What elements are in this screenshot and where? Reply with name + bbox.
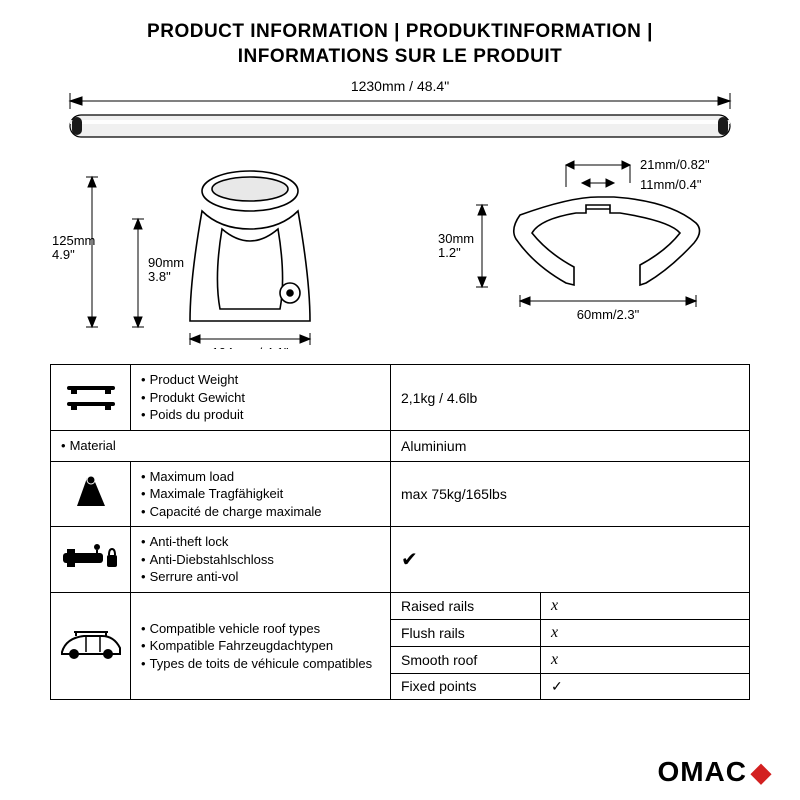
- title-line-1: PRODUCT INFORMATION | PRODUKTINFORMATION…: [50, 20, 750, 45]
- material-value: Aluminium: [391, 431, 750, 462]
- load-value: max 75kg/165lbs: [391, 461, 750, 527]
- brand-logo: OMAC◆: [657, 756, 772, 788]
- roof-val-3: ✓: [541, 673, 750, 699]
- vehicle-icon: [51, 592, 131, 699]
- material-labels: Material: [61, 437, 380, 455]
- foot-height-inner: 90mm3.8": [148, 255, 184, 284]
- dimension-diagrams: 1230mm / 48.4" 125mm4.9" 90mm3.8": [50, 79, 750, 349]
- roof-val-0: x: [541, 592, 750, 619]
- weight-value: 2,1kg / 4.6lb: [391, 365, 750, 431]
- roof-type-2: Smooth roof: [391, 646, 541, 673]
- weight-labels: Product Weight Produkt Gewicht Poids du …: [141, 371, 380, 424]
- profile-h: 30mm1.2": [438, 231, 474, 260]
- roof-type-1: Flush rails: [391, 619, 541, 646]
- roof-type-0: Raised rails: [391, 592, 541, 619]
- row-material: Material Aluminium: [51, 431, 750, 462]
- roof-type-3: Fixed points: [391, 673, 541, 699]
- lock-labels: Anti-theft lock Anti-Diebstahlschloss Se…: [141, 533, 380, 586]
- row-load: Maximum load Maximale Tragfähigkeit Capa…: [51, 461, 750, 527]
- compat-labels: Compatible vehicle roof types Kompatible…: [141, 620, 380, 673]
- roof-val-2: x: [541, 646, 750, 673]
- spec-table: Product Weight Produkt Gewicht Poids du …: [50, 364, 750, 699]
- lock-icon: [51, 527, 131, 593]
- page-title: PRODUCT INFORMATION | PRODUKTINFORMATION…: [50, 20, 750, 69]
- bar-length-label: 1230mm / 48.4": [351, 79, 449, 94]
- profile-w: 60mm/2.3": [577, 307, 640, 322]
- foot-width-label: 104mm / 4.1": [212, 345, 289, 349]
- row-lock: Anti-theft lock Anti-Diebstahlschloss Se…: [51, 527, 750, 593]
- roof-val-1: x: [541, 619, 750, 646]
- foot-height-outer: 125mm4.9": [52, 233, 95, 262]
- lock-value: ✔: [391, 527, 750, 593]
- row-weight: Product Weight Produkt Gewicht Poids du …: [51, 365, 750, 431]
- profile-slot-w: 11mm/0.4": [640, 177, 702, 192]
- profile-top-w: 21mm/0.82": [640, 157, 710, 172]
- title-line-2: INFORMATIONS SUR LE PRODUIT: [50, 45, 750, 70]
- load-labels: Maximum load Maximale Tragfähigkeit Capa…: [141, 468, 380, 521]
- row-compat-1: Compatible vehicle roof types Kompatible…: [51, 592, 750, 619]
- load-icon: [51, 461, 131, 527]
- weight-icon: [51, 365, 131, 431]
